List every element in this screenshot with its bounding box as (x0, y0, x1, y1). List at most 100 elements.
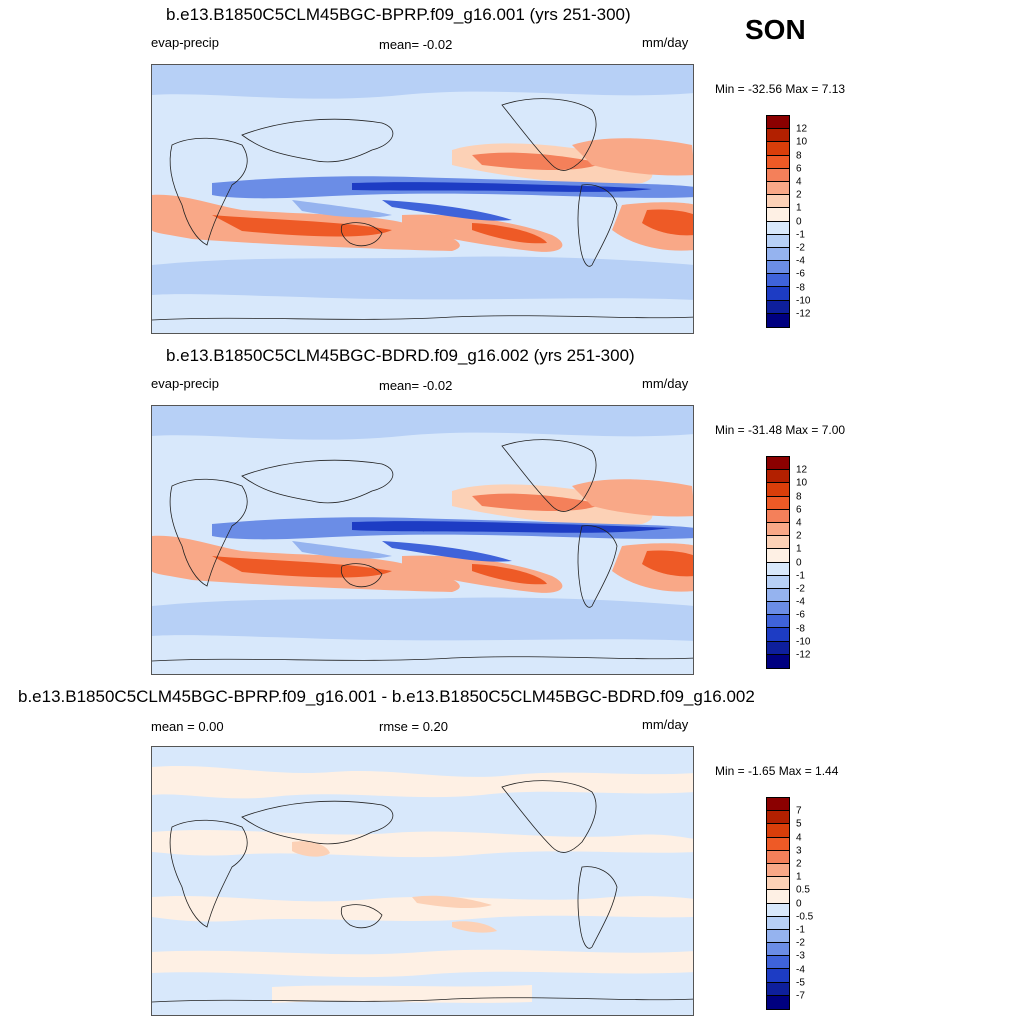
colorbar-swatch (767, 142, 789, 156)
panel-3-minmax: Min = -1.65 Max = 1.44 (715, 764, 839, 778)
panel-3-units: mm/day (642, 717, 689, 732)
colorbar-swatch (767, 916, 789, 930)
colorbar-swatch (767, 496, 789, 510)
colorbar-tick-label: -7 (796, 990, 805, 1002)
colorbar-tick-label: -1 (796, 229, 805, 241)
colorbar-tick-label: 2 (796, 858, 802, 870)
colorbar-tick-label: -10 (796, 295, 811, 307)
colorbar-swatch (767, 181, 789, 196)
colorbar-tick-label: -1 (796, 570, 805, 582)
colorbar-tick-label: 7 (796, 805, 802, 817)
colorbar-swatch (767, 234, 789, 248)
colorbar-swatch (767, 575, 789, 589)
colorbar-swatch (767, 837, 789, 851)
colorbar-swatch (767, 483, 789, 497)
colorbar-swatch (767, 562, 789, 576)
panel-1-colorbar: 12 10 8 6 4 2 1 0 -1 -2 -4 -6 -8 -10 -12 (766, 115, 810, 328)
colorbar-swatch (767, 943, 789, 957)
colorbar-swatch (767, 155, 789, 169)
colorbar-tick-label: -12 (796, 649, 811, 661)
colorbar-tick-label: 2 (796, 189, 802, 201)
colorbar-tick-label: -8 (796, 282, 805, 294)
panel-2-title: b.e13.B1850C5CLM45BGC-BDRD.f09_g16.002 (… (166, 346, 635, 365)
colorbar-swatch (767, 300, 789, 314)
colorbar-tick-label: -3 (796, 950, 805, 962)
panel-3-title: b.e13.B1850C5CLM45BGC-BPRP.f09_g16.001 -… (18, 687, 755, 706)
panel-3-colorbar-swatches (766, 797, 790, 1010)
colorbar-swatch (767, 602, 789, 616)
colorbar-tick-label: -4 (796, 255, 805, 267)
colorbar-swatch (767, 313, 789, 327)
colorbar-swatch (767, 890, 789, 904)
colorbar-tick-label: -2 (796, 242, 805, 254)
colorbar-swatch (767, 470, 789, 484)
colorbar-tick-label: 1 (796, 871, 802, 883)
colorbar-swatch (767, 798, 789, 812)
colorbar-swatch (767, 195, 789, 209)
colorbar-tick-label: -2 (796, 583, 805, 595)
panel-2-minmax: Min = -31.48 Max = 7.00 (715, 423, 846, 437)
colorbar-swatch (767, 654, 789, 668)
panel-2-variable-label: evap-precip (151, 376, 219, 391)
colorbar-swatch (767, 168, 789, 182)
colorbar-tick-label: 10 (796, 477, 808, 489)
colorbar-tick-label: -12 (796, 308, 811, 320)
colorbar-tick-label: -2 (796, 937, 805, 949)
panel-2-colorbar: 12 10 8 6 4 2 1 0 -1 -2 -4 -6 -8 -10 -12 (766, 456, 810, 669)
panel-3-rmse-label: rmse = 0.20 (379, 719, 449, 734)
panel-1-minmax: Min = -32.56 Max = 7.13 (715, 82, 846, 96)
colorbar-tick-label: 4 (796, 517, 802, 529)
colorbar-swatch (767, 929, 789, 944)
colorbar-swatch (767, 208, 789, 222)
colorbar-tick-label: 6 (796, 163, 802, 175)
colorbar-swatch (767, 457, 789, 471)
colorbar-tick-label: 4 (796, 176, 802, 188)
colorbar-tick-label: 1 (796, 543, 802, 555)
colorbar-swatch (767, 116, 789, 130)
panel-2-mean-label: mean= -0.02 (379, 378, 453, 393)
colorbar-tick-label: -4 (796, 596, 805, 608)
panel-1-units: mm/day (642, 35, 689, 50)
colorbar-tick-label: 4 (796, 832, 802, 844)
colorbar-tick-label: 8 (796, 150, 802, 162)
colorbar-swatch (767, 995, 789, 1009)
colorbar-tick-label: 10 (796, 136, 808, 148)
season-label: SON (745, 14, 806, 45)
colorbar-swatch (767, 615, 789, 629)
colorbar-swatch (767, 824, 789, 838)
colorbar-tick-label: 2 (796, 530, 802, 542)
colorbar-swatch (767, 509, 789, 523)
panel-1-colorbar-swatches (766, 115, 790, 328)
colorbar-swatch (767, 274, 789, 288)
panel-2-units: mm/day (642, 376, 689, 391)
colorbar-swatch (767, 982, 789, 996)
colorbar-tick-label: -5 (796, 977, 805, 989)
colorbar-swatch (767, 863, 789, 878)
colorbar-tick-label: 12 (796, 123, 808, 135)
colorbar-tick-label: -6 (796, 268, 805, 280)
panel-3-colorbar: 7 5 4 3 2 1 0.5 0 -0.5 -1 -2 -3 -4 -5 -7 (766, 797, 813, 1010)
panel-1-title: b.e13.B1850C5CLM45BGC-BPRP.f09_g16.001 (… (166, 5, 631, 24)
colorbar-swatch (767, 850, 789, 864)
colorbar-tick-label: -6 (796, 609, 805, 621)
panel-1-map (151, 64, 694, 334)
colorbar-swatch (767, 522, 789, 537)
panel-3-map (151, 746, 694, 1016)
colorbar-tick-label: 0 (796, 898, 802, 910)
colorbar-swatch (767, 628, 789, 642)
colorbar-tick-label: 0 (796, 557, 802, 569)
colorbar-swatch (767, 261, 789, 275)
colorbar-tick-label: -1 (796, 924, 805, 936)
panel-1-mean-label: mean= -0.02 (379, 37, 453, 52)
colorbar-tick-label: -8 (796, 623, 805, 635)
panel-3-mean-label: mean = 0.00 (151, 719, 224, 734)
colorbar-swatch (767, 811, 789, 825)
colorbar-swatch (767, 129, 789, 143)
colorbar-tick-label: 0 (796, 216, 802, 228)
colorbar-swatch (767, 247, 789, 262)
colorbar-swatch (767, 877, 789, 891)
colorbar-swatch (767, 969, 789, 983)
colorbar-tick-label: 8 (796, 491, 802, 503)
colorbar-swatch (767, 287, 789, 301)
colorbar-swatch (767, 536, 789, 550)
